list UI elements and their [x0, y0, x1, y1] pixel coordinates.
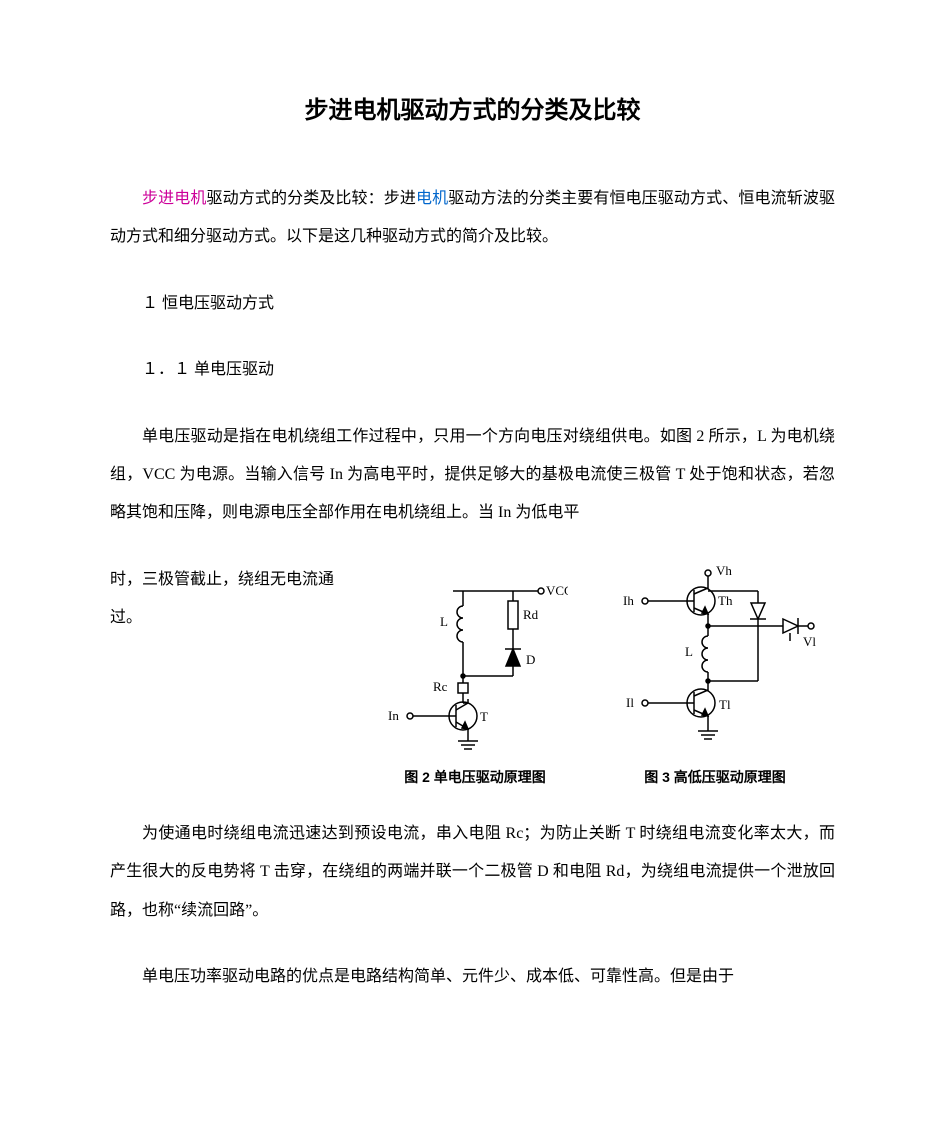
paragraph-1: 单电压驱动是指在电机绕组工作过程中，只用一个方向电压对绕组供电。如图 2 所示，…: [110, 418, 835, 533]
link-motor[interactable]: 电机: [416, 190, 448, 207]
figures-container: VCC L Rd: [355, 561, 835, 787]
label-Th: Th: [718, 593, 733, 608]
link-stepper-motor[interactable]: 步进电机: [142, 190, 206, 207]
label-T: T: [480, 709, 488, 724]
paragraph-2: 为使通电时绕组电流迅速达到预设电流，串入电阻 Rc；为防止关断 T 时绕组电流变…: [110, 815, 835, 930]
figure-3: Vh Th Ih: [593, 561, 823, 761]
label-In: In: [388, 708, 399, 723]
label-Rd: Rd: [523, 607, 539, 622]
label-Vh: Vh: [716, 563, 732, 578]
figure-3-svg: Vh Th Ih: [593, 561, 823, 761]
figure-2-svg: VCC L Rd: [368, 571, 568, 761]
label-Vl: Vl: [803, 634, 816, 649]
label-Il: Il: [626, 695, 634, 710]
figure-2: VCC L Rd: [368, 571, 568, 761]
figure-2-caption: 图 2 单电压驱动原理图: [355, 767, 595, 787]
paragraph-1-tail: 时，三极管截止，绕组无电流通过。: [110, 571, 334, 626]
page-title: 步进电机驱动方式的分类及比较: [110, 90, 835, 125]
figure-row-block: VCC L Rd: [110, 561, 835, 787]
label-D: D: [526, 652, 535, 667]
label-L3: L: [685, 644, 693, 659]
intro-paragraph: 步进电机驱动方式的分类及比较：步进电机驱动方法的分类主要有恒电压驱动方式、恒电流…: [110, 180, 835, 257]
intro-text-1: 驱动方式的分类及比较：步进: [206, 190, 416, 207]
label-Tl: Tl: [719, 697, 731, 712]
figure-3-caption: 图 3 高低压驱动原理图: [595, 767, 835, 787]
label-Ih: Ih: [623, 593, 634, 608]
label-vcc: VCC: [546, 583, 568, 598]
label-L: L: [440, 614, 448, 629]
section-1-1-heading: １．１ 单电压驱动: [110, 351, 835, 389]
label-Rc: Rc: [433, 679, 448, 694]
paragraph-3: 单电压功率驱动电路的优点是电路结构简单、元件少、成本低、可靠性高。但是由于: [110, 958, 835, 996]
section-1-heading: １ 恒电压驱动方式: [110, 285, 835, 323]
